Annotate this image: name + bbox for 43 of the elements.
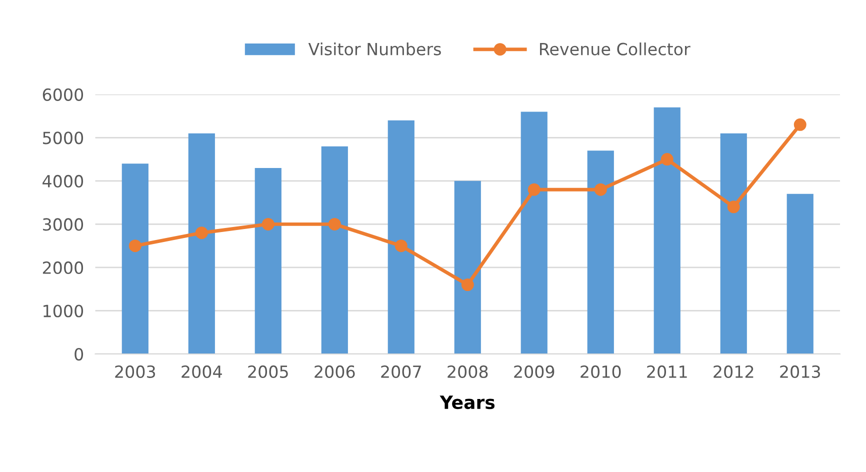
- x-tick-label: 2009: [514, 365, 554, 378]
- bar: [786, 194, 814, 354]
- x-tick-label: 2013: [780, 365, 820, 378]
- point: [195, 226, 208, 240]
- x-tick-label: 2006: [314, 365, 355, 378]
- y-tick-label: 5000: [43, 132, 84, 144]
- x-axis-title: Years: [440, 396, 495, 410]
- x-tick-label: 2004: [182, 365, 222, 378]
- bar: [388, 120, 414, 354]
- bar: [587, 150, 614, 354]
- x-tick-label: 2008: [448, 365, 488, 378]
- point: [594, 183, 607, 196]
- x-tick-label: 2011: [647, 365, 687, 378]
- bar: [254, 168, 282, 354]
- point: [528, 183, 540, 196]
- y-tick-label: 1000: [44, 304, 84, 318]
- point: [394, 240, 408, 252]
- y-tick-label: 3000: [43, 218, 84, 231]
- point: [262, 218, 274, 230]
- y-tick-label: 6000: [42, 88, 84, 101]
- y-tick-label: 0: [74, 348, 84, 361]
- bar: [454, 180, 481, 354]
- point: [328, 218, 341, 230]
- point: [660, 153, 674, 166]
- x-tick-label: 2007: [381, 365, 421, 378]
- legend-label: Revenue Collector: [540, 42, 690, 56]
- legend-label: Visitor Numbers: [308, 42, 441, 56]
- x-tick-label: 2005: [248, 365, 288, 378]
- bar: [654, 107, 680, 354]
- x-tick-label: 2012: [714, 365, 754, 378]
- y-tick-label: 4000: [42, 174, 84, 188]
- x-tick-label: 2003: [115, 365, 156, 378]
- point: [461, 278, 474, 292]
- x-tick-label: 2010: [580, 365, 621, 378]
- bar: [720, 133, 747, 354]
- point: [794, 118, 806, 131]
- point: [128, 240, 142, 252]
- bar: [188, 133, 215, 354]
- bar: [321, 146, 348, 354]
- bar: [122, 164, 148, 354]
- y-tick-label: 2000: [42, 261, 84, 274]
- bar: [520, 112, 548, 354]
- point: [727, 200, 740, 214]
